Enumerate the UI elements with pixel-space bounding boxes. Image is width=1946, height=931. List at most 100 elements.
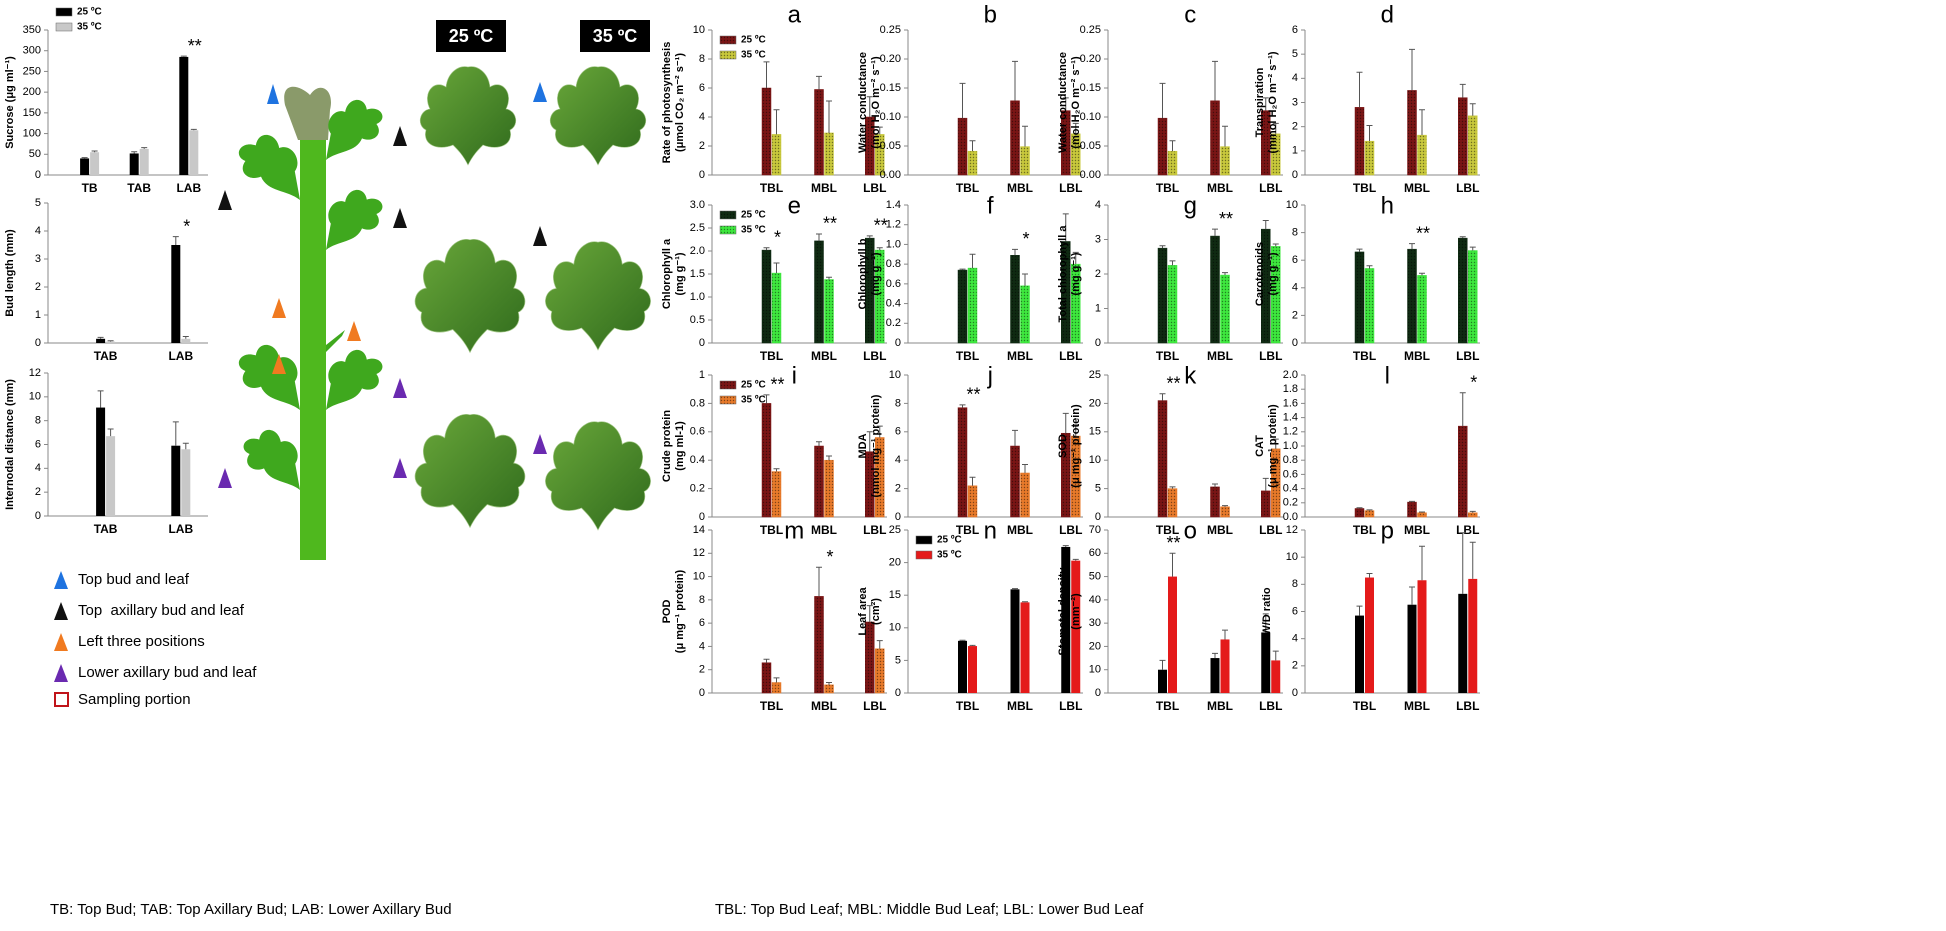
legend-swatch bbox=[55, 22, 73, 32]
panel-label: h bbox=[1381, 192, 1394, 219]
y-axis-label: Carotenoids bbox=[1254, 242, 1266, 306]
error-bar bbox=[969, 140, 976, 152]
error-bar bbox=[1169, 486, 1176, 489]
significance: ** bbox=[770, 375, 784, 395]
panel-label: o bbox=[1184, 517, 1197, 544]
y-tick-label: 350 bbox=[23, 24, 41, 36]
bar bbox=[1354, 107, 1365, 176]
error-bar bbox=[107, 340, 114, 342]
error-bar bbox=[826, 100, 832, 133]
y-tick-label: 0.05 bbox=[1080, 140, 1101, 152]
y-tick-label: 0 bbox=[1292, 169, 1298, 181]
bar bbox=[1157, 400, 1168, 518]
y-tick-label: 3.0 bbox=[690, 199, 705, 211]
x-tick-label: LBL bbox=[1059, 523, 1082, 537]
y-tick-label: 0.4 bbox=[1283, 483, 1298, 495]
x-tick-label: TB bbox=[82, 181, 98, 195]
bar bbox=[1167, 265, 1178, 344]
error-bar bbox=[1169, 260, 1176, 266]
y-tick-label: 0 bbox=[699, 687, 705, 699]
x-tick-label: MBL bbox=[811, 349, 837, 363]
y-tick-label: 0 bbox=[1292, 687, 1298, 699]
y-tick-label: 0 bbox=[895, 337, 901, 349]
x-tick-label: TBL bbox=[1156, 699, 1179, 713]
error-bar bbox=[1212, 652, 1218, 659]
y-tick-label: 2 bbox=[1095, 268, 1101, 280]
legend-text: Left three positions bbox=[78, 633, 205, 650]
x-tick-label: MBL bbox=[1007, 699, 1033, 713]
legend-label: 35 ºC bbox=[741, 225, 766, 236]
y-tick-label: 0.2 bbox=[886, 317, 901, 329]
y-tick-label: 14 bbox=[693, 524, 705, 536]
y-tick-label: 12 bbox=[29, 367, 41, 379]
bar bbox=[824, 132, 834, 176]
error-bar bbox=[763, 61, 770, 88]
y-tick-label: 0.00 bbox=[1080, 169, 1101, 181]
significance: ** bbox=[188, 36, 202, 56]
bar bbox=[824, 279, 834, 344]
x-tick-label: TBL bbox=[956, 699, 979, 713]
panel-label: m bbox=[784, 517, 804, 544]
y-tick-label: 2.0 bbox=[690, 245, 705, 257]
error-bar bbox=[1222, 629, 1228, 640]
y-tick-label: 1.2 bbox=[1283, 426, 1298, 438]
error-bar bbox=[1022, 463, 1028, 473]
error-bar bbox=[1072, 558, 1079, 561]
bar bbox=[1157, 117, 1168, 176]
y-tick-label: 0.8 bbox=[1283, 454, 1298, 466]
error-bar bbox=[1072, 122, 1079, 134]
x-tick-label: TAB bbox=[94, 349, 118, 363]
bar bbox=[771, 682, 782, 694]
bar bbox=[1364, 140, 1375, 176]
y-tick-label: 8 bbox=[35, 415, 41, 427]
error-bar bbox=[1169, 140, 1176, 152]
y-axis-label: (mol H₂O m⁻² s⁻¹) bbox=[1070, 56, 1082, 149]
y-axis-label: Water conductance bbox=[1057, 52, 1069, 153]
panel-label: d bbox=[1381, 1, 1394, 28]
bar bbox=[171, 445, 181, 516]
error-bar bbox=[182, 442, 189, 450]
error-bar bbox=[1072, 424, 1079, 437]
y-tick-label: 0.8 bbox=[690, 397, 705, 409]
bar bbox=[761, 87, 772, 176]
bar bbox=[1220, 506, 1230, 518]
y-tick-label: 4 bbox=[1292, 282, 1298, 294]
y-tick-label: 0.8 bbox=[886, 258, 901, 270]
photo-heading: 35 ºC bbox=[593, 26, 638, 46]
error-bar bbox=[1262, 97, 1269, 111]
error-bar bbox=[816, 75, 822, 90]
legend-swatch bbox=[719, 35, 737, 45]
x-tick-label: TBL bbox=[956, 523, 979, 537]
bar bbox=[1407, 90, 1417, 176]
legend-label: 25 ºC bbox=[937, 535, 962, 546]
y-tick-label: 8 bbox=[699, 53, 705, 65]
y-tick-label: 6 bbox=[1292, 605, 1298, 617]
panel-label: f bbox=[987, 192, 994, 219]
bar bbox=[1010, 445, 1020, 518]
x-tick-label: MBL bbox=[1404, 349, 1430, 363]
error-bar bbox=[1409, 243, 1415, 250]
bar bbox=[1061, 546, 1071, 693]
y-tick-label: 0.6 bbox=[886, 278, 901, 290]
y-tick-label: 1.2 bbox=[886, 219, 901, 231]
bar bbox=[1020, 146, 1030, 176]
bar bbox=[1210, 100, 1220, 176]
error-bar bbox=[1212, 228, 1218, 237]
y-axis-label: (cm²) bbox=[870, 598, 882, 625]
x-tick-label: TBL bbox=[1156, 523, 1179, 537]
x-tick-label: TAB bbox=[94, 522, 118, 536]
y-tick-label: 70 bbox=[1089, 524, 1101, 536]
y-tick-label: 4 bbox=[1095, 199, 1101, 211]
error-bar bbox=[866, 235, 873, 239]
bar bbox=[1354, 251, 1365, 344]
plant-illustration bbox=[218, 82, 547, 560]
bar bbox=[824, 684, 834, 694]
error-bar bbox=[1159, 659, 1166, 670]
legend-text: Lower axillary bud and leaf bbox=[78, 664, 257, 681]
panel-label: g bbox=[1184, 192, 1197, 219]
y-axis-label: Internodal distance (mm) bbox=[4, 379, 16, 510]
legend-label: 25 ºC bbox=[741, 210, 766, 221]
x-tick-label: LBL bbox=[1259, 181, 1282, 195]
y-tick-label: 4 bbox=[1292, 633, 1298, 645]
y-axis-label: Rate of photosynthesis bbox=[661, 42, 673, 164]
